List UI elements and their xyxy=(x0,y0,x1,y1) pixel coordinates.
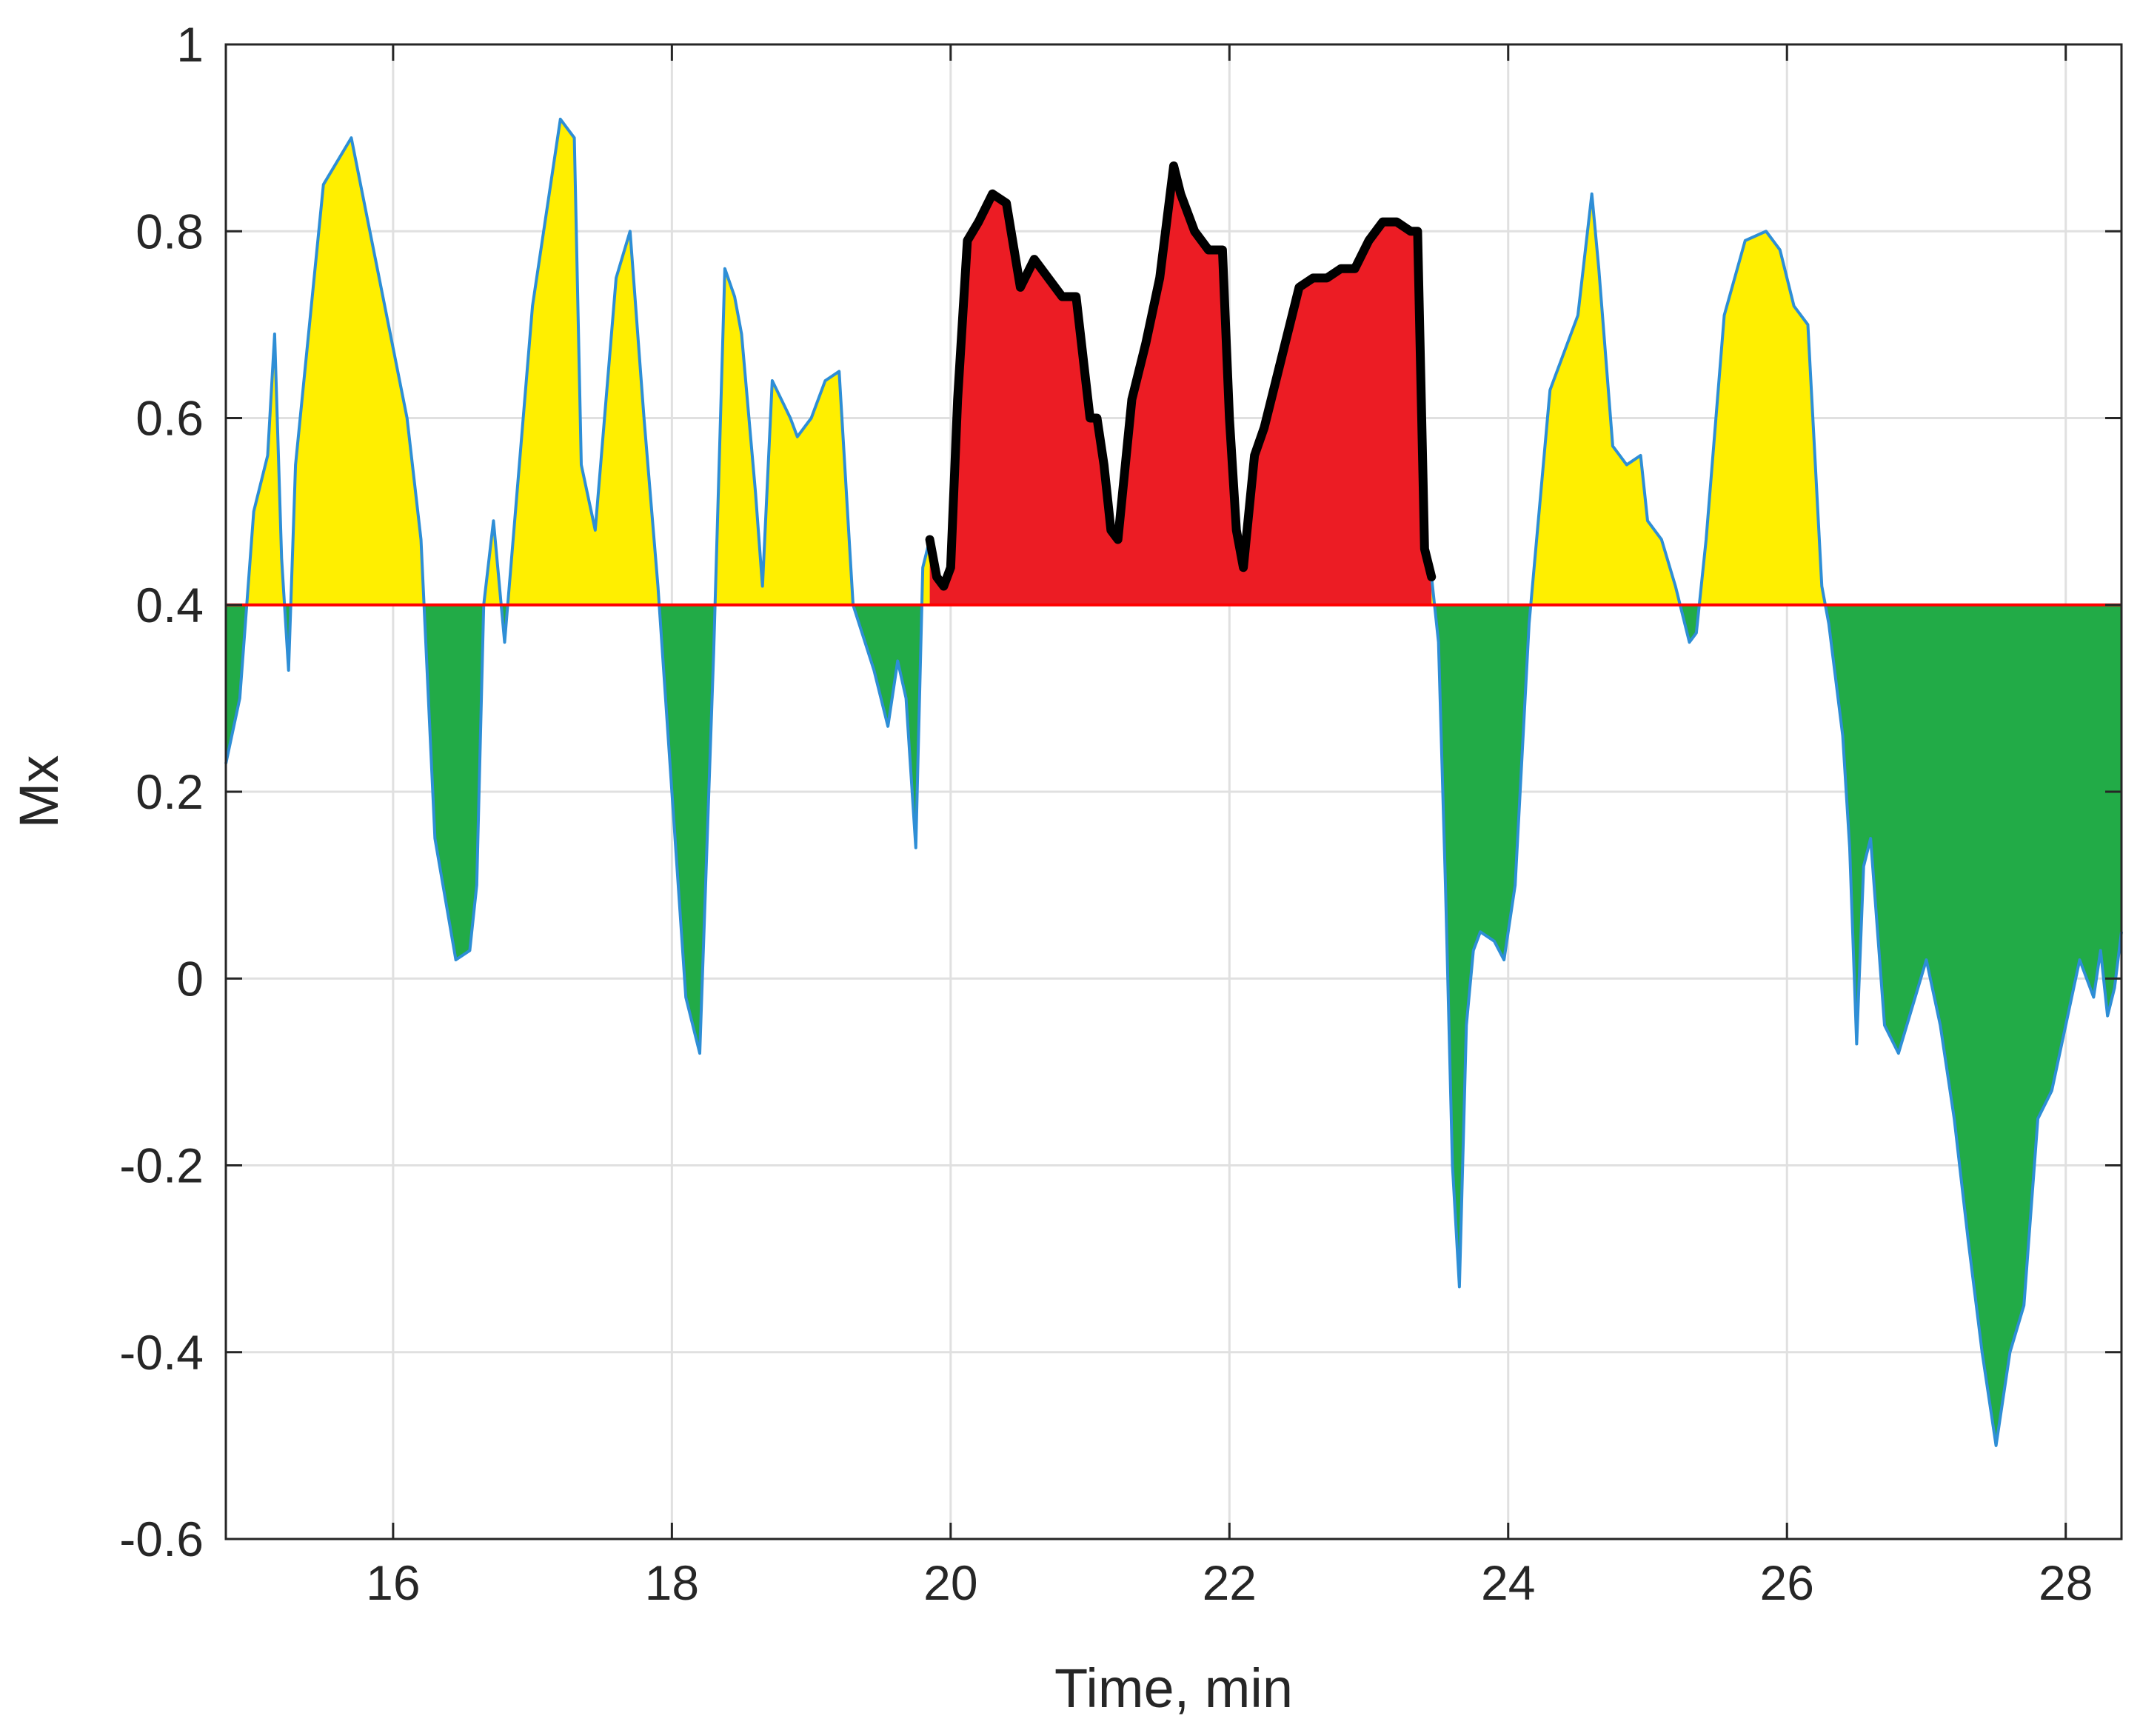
y-tick-label: 0.2 xyxy=(136,764,204,819)
y-tick-label: 0.4 xyxy=(136,578,204,632)
x-tick-label: 24 xyxy=(1481,1555,1535,1610)
tick-labels: 16 18 20 22 24 26 28 -0.6 -0.4 -0.2 0 0.2 0.4 0.6 0.8 1 xyxy=(119,17,2093,1610)
y-tick-label: 0.8 xyxy=(136,204,204,258)
x-tick-label: 20 xyxy=(923,1555,977,1610)
axes xyxy=(224,43,2123,1540)
y-tick-label: 0 xyxy=(176,951,204,1006)
y-axis-label: Mx xyxy=(8,755,70,829)
y-tick-label: 1 xyxy=(176,17,204,72)
x-tick-label: 16 xyxy=(366,1555,420,1610)
above-threshold-fill xyxy=(1431,193,2121,605)
y-tick-label: 0.6 xyxy=(136,391,204,446)
x-tick-label: 22 xyxy=(1203,1555,1257,1610)
y-tick-label: -0.6 xyxy=(119,1512,204,1566)
highlight-fill xyxy=(929,165,1432,605)
x-tick-label: 18 xyxy=(645,1555,699,1610)
y-tick-label: -0.2 xyxy=(119,1138,204,1193)
x-tick-label: 26 xyxy=(1760,1555,1814,1610)
highlight-line xyxy=(925,161,1437,591)
x-tick-label: 28 xyxy=(2039,1555,2093,1610)
x-axis-label: Time, min xyxy=(1054,1657,1293,1719)
below-threshold-fill xyxy=(226,604,2121,1446)
series-lines xyxy=(224,117,2123,1447)
y-tick-label: -0.4 xyxy=(119,1325,204,1380)
